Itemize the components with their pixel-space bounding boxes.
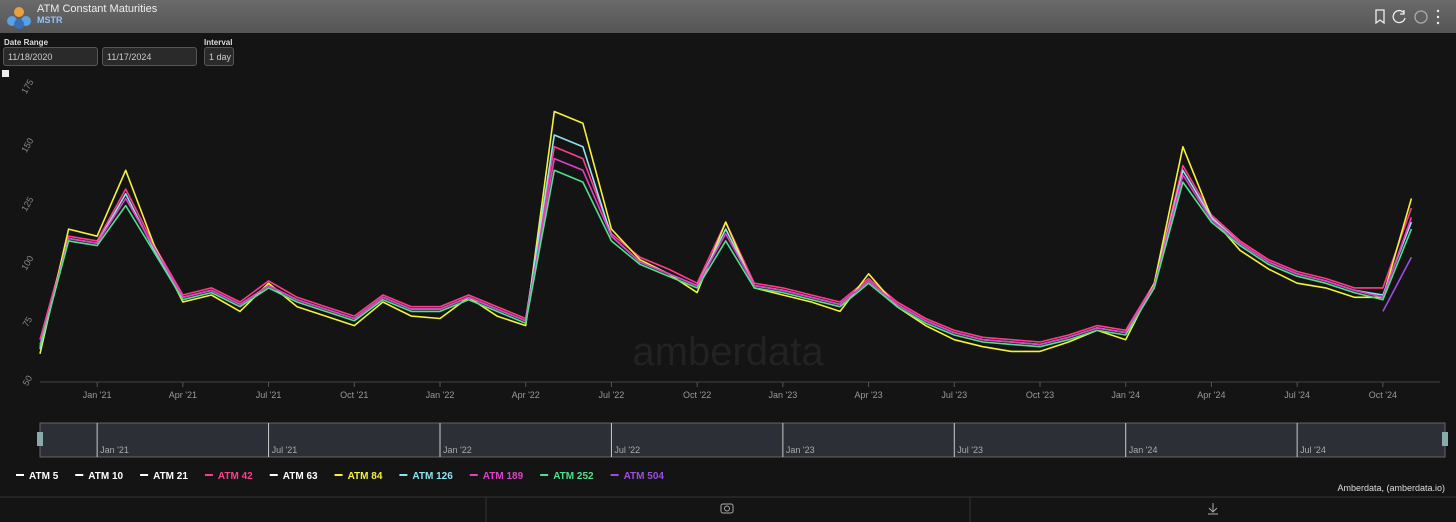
- legend-label[interactable]: ATM 21: [153, 471, 188, 482]
- legend-label[interactable]: ATM 42: [218, 471, 253, 482]
- series-line: [39, 157, 1413, 346]
- y-tick-label: 125: [19, 195, 35, 213]
- header: ATM Constant Maturities MSTR: [0, 0, 1456, 33]
- navigator-handle[interactable]: [37, 432, 43, 446]
- x-tick-label: Apr '24: [1197, 390, 1225, 400]
- navigator-tick-label: Jan '24: [1129, 445, 1158, 455]
- legend-label[interactable]: ATM 10: [88, 471, 123, 482]
- x-tick-label: Jan '21: [83, 390, 112, 400]
- legend-label[interactable]: ATM 126: [412, 471, 453, 482]
- x-tick-label: Jan '23: [768, 390, 797, 400]
- navigator[interactable]: [39, 422, 1446, 458]
- legend-label[interactable]: ATM 63: [283, 471, 318, 482]
- series-line: [39, 146, 1413, 343]
- subtitle: MSTR: [37, 15, 63, 25]
- x-tick-label: Jan '24: [1111, 390, 1140, 400]
- x-tick-label: Oct '23: [1026, 390, 1054, 400]
- x-tick-label: Oct '22: [683, 390, 711, 400]
- download-button[interactable]: [1208, 503, 1218, 515]
- navigator-tick-label: Jul '23: [957, 445, 983, 455]
- start-date[interactable]: 11/18/2020: [3, 47, 98, 66]
- x-tick-label: Jul '24: [1284, 390, 1310, 400]
- x-tick-label: Jul '23: [941, 390, 967, 400]
- navigator-tick-label: Jul '21: [272, 445, 298, 455]
- navigator-tick-label: Jul '24: [1300, 445, 1326, 455]
- title: ATM Constant Maturities: [37, 3, 158, 15]
- interval-label: Interval: [204, 38, 233, 47]
- x-tick-label: Jul '21: [256, 390, 282, 400]
- y-tick-label: 175: [19, 77, 35, 95]
- navigator-tick-label: Jan '21: [100, 445, 129, 455]
- x-tick-label: Jan '22: [426, 390, 455, 400]
- date-range-label: Date Range: [4, 38, 49, 47]
- x-tick-label: Oct '24: [1369, 390, 1397, 400]
- x-tick-label: Jul '22: [599, 390, 625, 400]
- watermark: amberdata: [632, 330, 824, 374]
- navigator-tick-label: Jan '23: [786, 445, 815, 455]
- series-line: [1382, 256, 1413, 312]
- y-tick-label: 100: [19, 254, 35, 272]
- end-date[interactable]: 11/17/2024: [102, 47, 197, 66]
- y-tick-label: 50: [21, 374, 35, 388]
- legend-label[interactable]: ATM 189: [483, 471, 524, 482]
- navigator-tick-label: Jul '22: [614, 445, 640, 455]
- x-tick-label: Apr '21: [169, 390, 197, 400]
- footer: Amberdata, (amberdata.io): [1337, 483, 1445, 493]
- y-tick-label: 75: [21, 315, 35, 329]
- navigator-tick-label: Jan '22: [443, 445, 472, 455]
- x-tick-label: Apr '22: [512, 390, 540, 400]
- legend-label[interactable]: ATM 504: [624, 471, 665, 482]
- y-tick-label: 150: [19, 136, 35, 154]
- logo: [7, 7, 31, 29]
- series-line: [39, 110, 1413, 354]
- interval[interactable]: 1 day: [204, 47, 234, 66]
- reset-button[interactable]: [2, 70, 9, 77]
- legend-label[interactable]: ATM 5: [29, 471, 59, 482]
- navigator-handle[interactable]: [1442, 432, 1448, 446]
- toolbar[interactable]: [1372, 7, 1442, 27]
- camera-button[interactable]: [720, 503, 734, 514]
- legend-label[interactable]: ATM 84: [348, 471, 383, 482]
- series-line: [39, 169, 1413, 348]
- x-tick-label: Apr '23: [854, 390, 882, 400]
- legend-label[interactable]: ATM 252: [553, 471, 594, 482]
- x-tick-label: Oct '21: [340, 390, 368, 400]
